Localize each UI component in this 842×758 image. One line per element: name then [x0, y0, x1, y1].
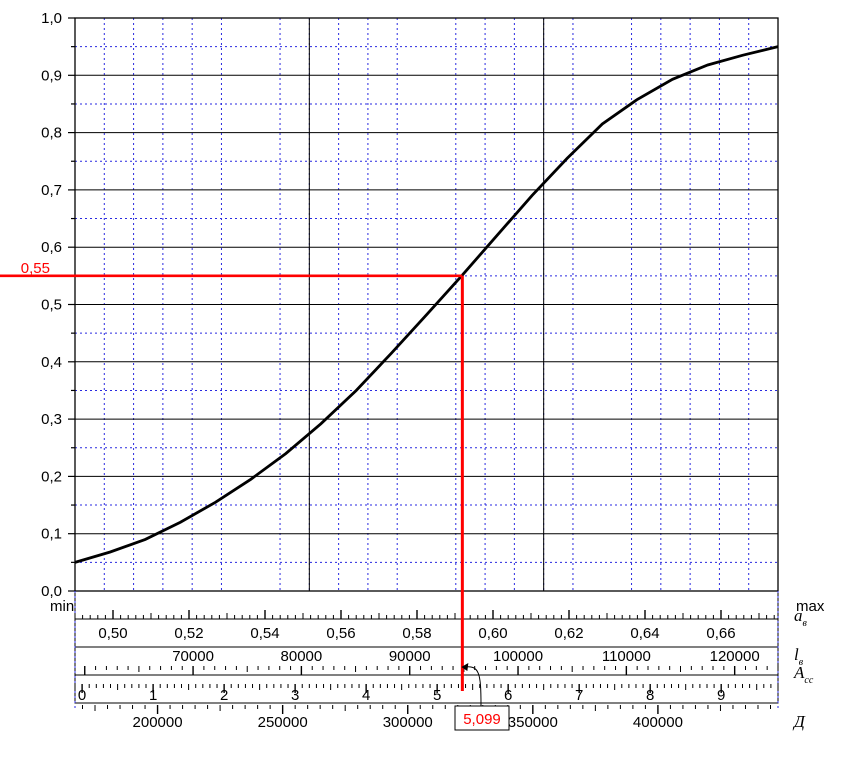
scale-tick-label: 0,58 [402, 625, 431, 642]
scale-tick-label: 6 [504, 687, 512, 704]
y-tick-label: 0,8 [41, 125, 62, 142]
scale-name: Aсс [793, 663, 814, 686]
y-tick-label: 0,4 [41, 354, 62, 371]
scale-frame [74, 590, 779, 620]
marker-y-label: 0,55 [21, 260, 50, 277]
scale-name: Д [792, 712, 806, 731]
y-tick-label: 0,6 [41, 239, 62, 256]
series-line [74, 45, 779, 564]
scale-tick-label: 0,64 [630, 625, 659, 642]
scale-tick-label: 0,56 [326, 625, 355, 642]
y-tick-label: 0,9 [41, 67, 62, 84]
major-grid [75, 18, 778, 591]
x-min-label: min [50, 598, 74, 615]
scale-tick-label: 7 [575, 687, 583, 704]
scale-tick-label: 70000 [172, 648, 214, 665]
scale-tick-label: 0,62 [554, 625, 583, 642]
scale-tick-label: 300000 [383, 714, 433, 731]
callout-arrowhead [461, 663, 469, 671]
callout-value: 5,099 [463, 711, 501, 728]
scale-tick-label: 5 [433, 687, 441, 704]
y-tick-label: 0,2 [41, 468, 62, 485]
scale-tick-label: 1 [149, 687, 157, 704]
scale-frame [74, 674, 779, 704]
y-tick-label: 0,1 [41, 526, 62, 543]
callout-box [454, 705, 510, 731]
scale-tick-label: 0 [78, 687, 86, 704]
y-tick-label: 0,3 [41, 411, 62, 428]
scale-tick-label: 2 [220, 687, 228, 704]
scale-tick-label: 9 [717, 687, 725, 704]
scale-tick-label: 120000 [710, 648, 760, 665]
scale-tick-label: 200000 [133, 714, 183, 731]
auxiliary-scales: 0,50 0,52 0,54 0,56 0,58 0,60 0,62 0,64 0,66aв70… [74, 590, 814, 731]
scale-tick-label: 0,66 [706, 625, 735, 642]
scale-tick-label: 400000 [633, 714, 683, 731]
y-tick-label: 1,0 [41, 10, 62, 27]
y-tick-label: 0,5 [41, 297, 62, 314]
scale-tick-label: 90000 [389, 648, 431, 665]
y-axis-ticks [68, 17, 75, 592]
scale-tick-label: 100000 [493, 648, 543, 665]
scale-tick-label: 3 [291, 687, 299, 704]
scale-tick-label: 350000 [508, 714, 558, 731]
y-tick-label: 0,0 [41, 583, 62, 600]
x-max-label: max [796, 598, 825, 615]
scale-tick-label: 0,50 [98, 625, 127, 642]
scale-tick-label: 0,54 [250, 625, 279, 642]
y-axis-labels: 0,0 0,1 0,2 0,3 0,4 0,5 0,6 0,7 0,8 0,9 1,0 [41, 10, 62, 600]
y-tick-label: 0,7 [41, 182, 62, 199]
scale-tick-label: 80000 [281, 648, 323, 665]
scale-tick-label: 0,52 [174, 625, 203, 642]
scale-tick-label: 8 [646, 687, 654, 704]
scale-tick-label: 250000 [258, 714, 308, 731]
scale-name: lв [794, 645, 804, 668]
scale-tick-label: 0,60 [478, 625, 507, 642]
scale-tick-label: 110000 [602, 648, 651, 665]
scale-tick-label: 4 [362, 687, 370, 704]
